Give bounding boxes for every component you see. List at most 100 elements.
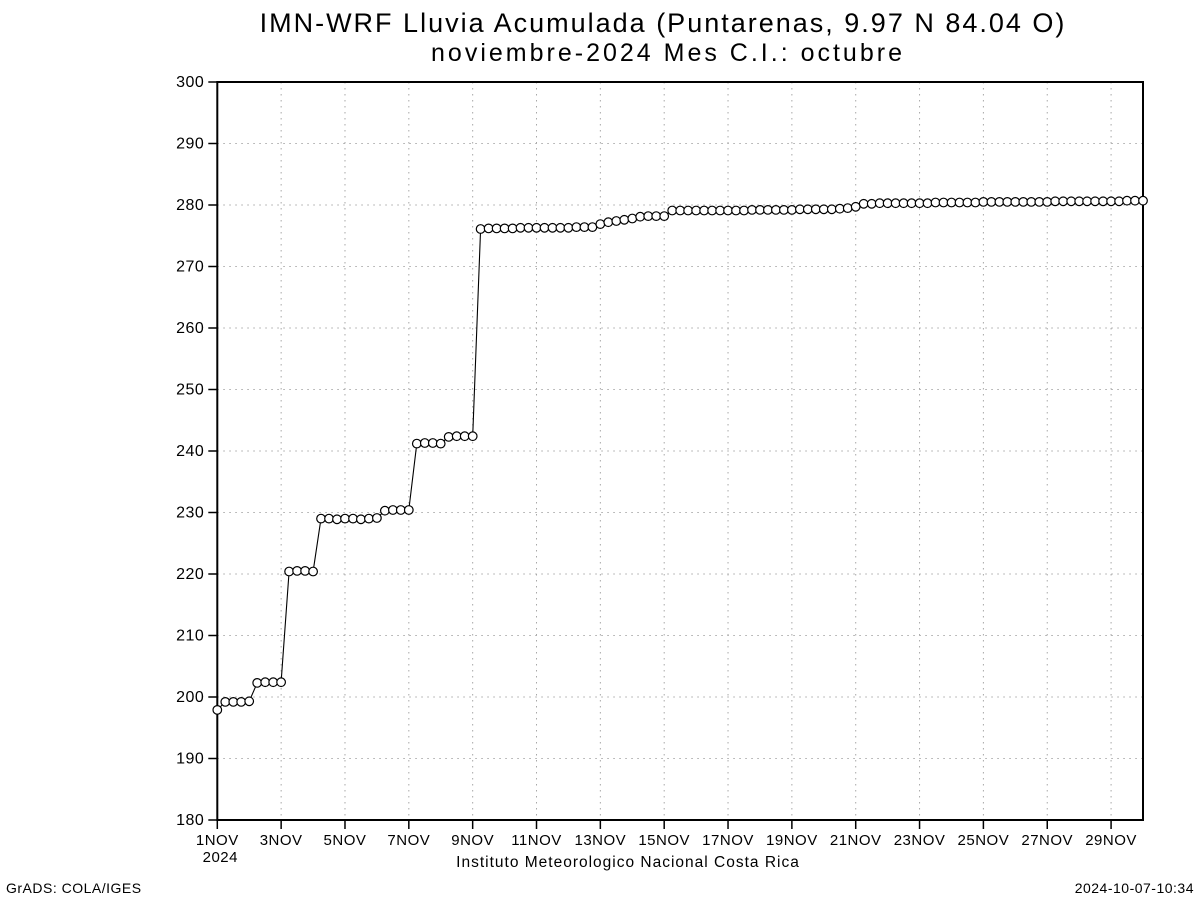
data-point [986,196,997,207]
data-point [356,514,366,525]
data-point [1018,196,1029,207]
plot-frame [216,81,1145,821]
data-point [611,216,622,226]
y-tick-label: 260 [176,320,204,337]
data-point [603,217,614,228]
x-tick-label: 9NOV [451,832,494,849]
data-point [324,513,334,524]
data-point [220,697,231,707]
data-point [1050,196,1061,207]
data-point [898,198,909,209]
data-point [316,513,326,524]
data-point [364,513,374,524]
data-point [906,198,917,209]
data-point [882,198,893,209]
data-point [443,432,454,442]
data-point [946,197,957,208]
data-point [627,213,638,224]
data-point [507,223,518,234]
data-point [1058,196,1069,207]
data-point [515,222,526,233]
data-point [787,204,797,215]
plot-area: 180 190 200 210 220 230 240 250 260 270 280 290 300 1… [176,74,1148,866]
data-point [539,222,550,233]
rainfall-line [216,200,1143,711]
data-point [348,513,358,524]
data-point [1002,196,1013,207]
data-point [276,677,287,688]
data-point [499,223,510,234]
x-tick-label: 17NOV [702,832,754,849]
y-tick-label: 200 [176,689,204,706]
footer-grads-credit: GrADS: COLA/IGES [6,880,142,896]
data-point [451,431,462,442]
data-point [579,222,590,233]
data-point [419,438,430,448]
data-point [491,223,502,234]
data-point [395,505,406,515]
data-point [683,205,693,216]
y-tick-label: 190 [176,751,204,768]
data-point [1098,196,1108,207]
data-point [651,211,662,222]
data-point [212,705,223,715]
data-point [340,513,350,524]
data-point [810,204,821,215]
data-point [1066,196,1077,207]
data-point [699,205,709,216]
footer-timestamp: 2024-10-07-10:34 [1075,880,1194,896]
data-point [467,431,478,442]
data-point [403,505,414,515]
data-point [372,513,382,523]
x-tick-label: 13NOV [574,832,626,849]
data-point [643,211,654,222]
x-tick-label: 19NOV [766,832,818,849]
data-point [938,197,949,208]
x-tick-label: 29NOV [1085,832,1137,849]
data-point [459,431,470,442]
data-point [300,566,311,576]
chart-subtitle: noviembre-2024 Mes C.I.: octubre [431,39,905,67]
x-axis-caption: Instituto Meteorologico Nacional Costa R… [456,854,800,871]
data-point [739,205,749,216]
data-point [1010,196,1021,207]
data-point [531,222,542,233]
data-point [922,198,933,209]
data-point [571,222,582,233]
data-point [723,205,733,216]
y-tick-label: 280 [176,197,204,214]
data-point [563,222,574,233]
data-point [1106,196,1116,207]
data-point [555,222,566,233]
data-point [380,505,390,516]
data-point [332,514,342,525]
x-year-label: 2024 [203,849,238,866]
data-point [1082,196,1092,207]
data-point [763,204,773,215]
y-tick-label: 290 [176,136,204,153]
data-point [850,201,861,212]
data-point [635,211,646,222]
data-point [970,197,981,208]
y-tick-label: 240 [176,443,204,460]
data-point [284,566,295,577]
data-point [858,198,869,209]
data-point [1042,196,1053,207]
x-tick-label: 11NOV [511,832,562,849]
data-point [779,204,789,215]
data-point [691,205,701,216]
data-point [435,438,446,449]
y-tick-label: 180 [176,812,204,829]
data-point [427,438,438,448]
x-tick-label: 27NOV [1021,832,1073,849]
data-point [771,204,781,215]
data-point [747,204,757,215]
data-point [930,197,941,208]
data-point [1130,195,1140,206]
data-point [707,205,717,216]
data-point [667,205,678,216]
y-tick-label: 250 [176,382,204,399]
data-point [1138,195,1148,206]
data-point [1122,195,1132,206]
